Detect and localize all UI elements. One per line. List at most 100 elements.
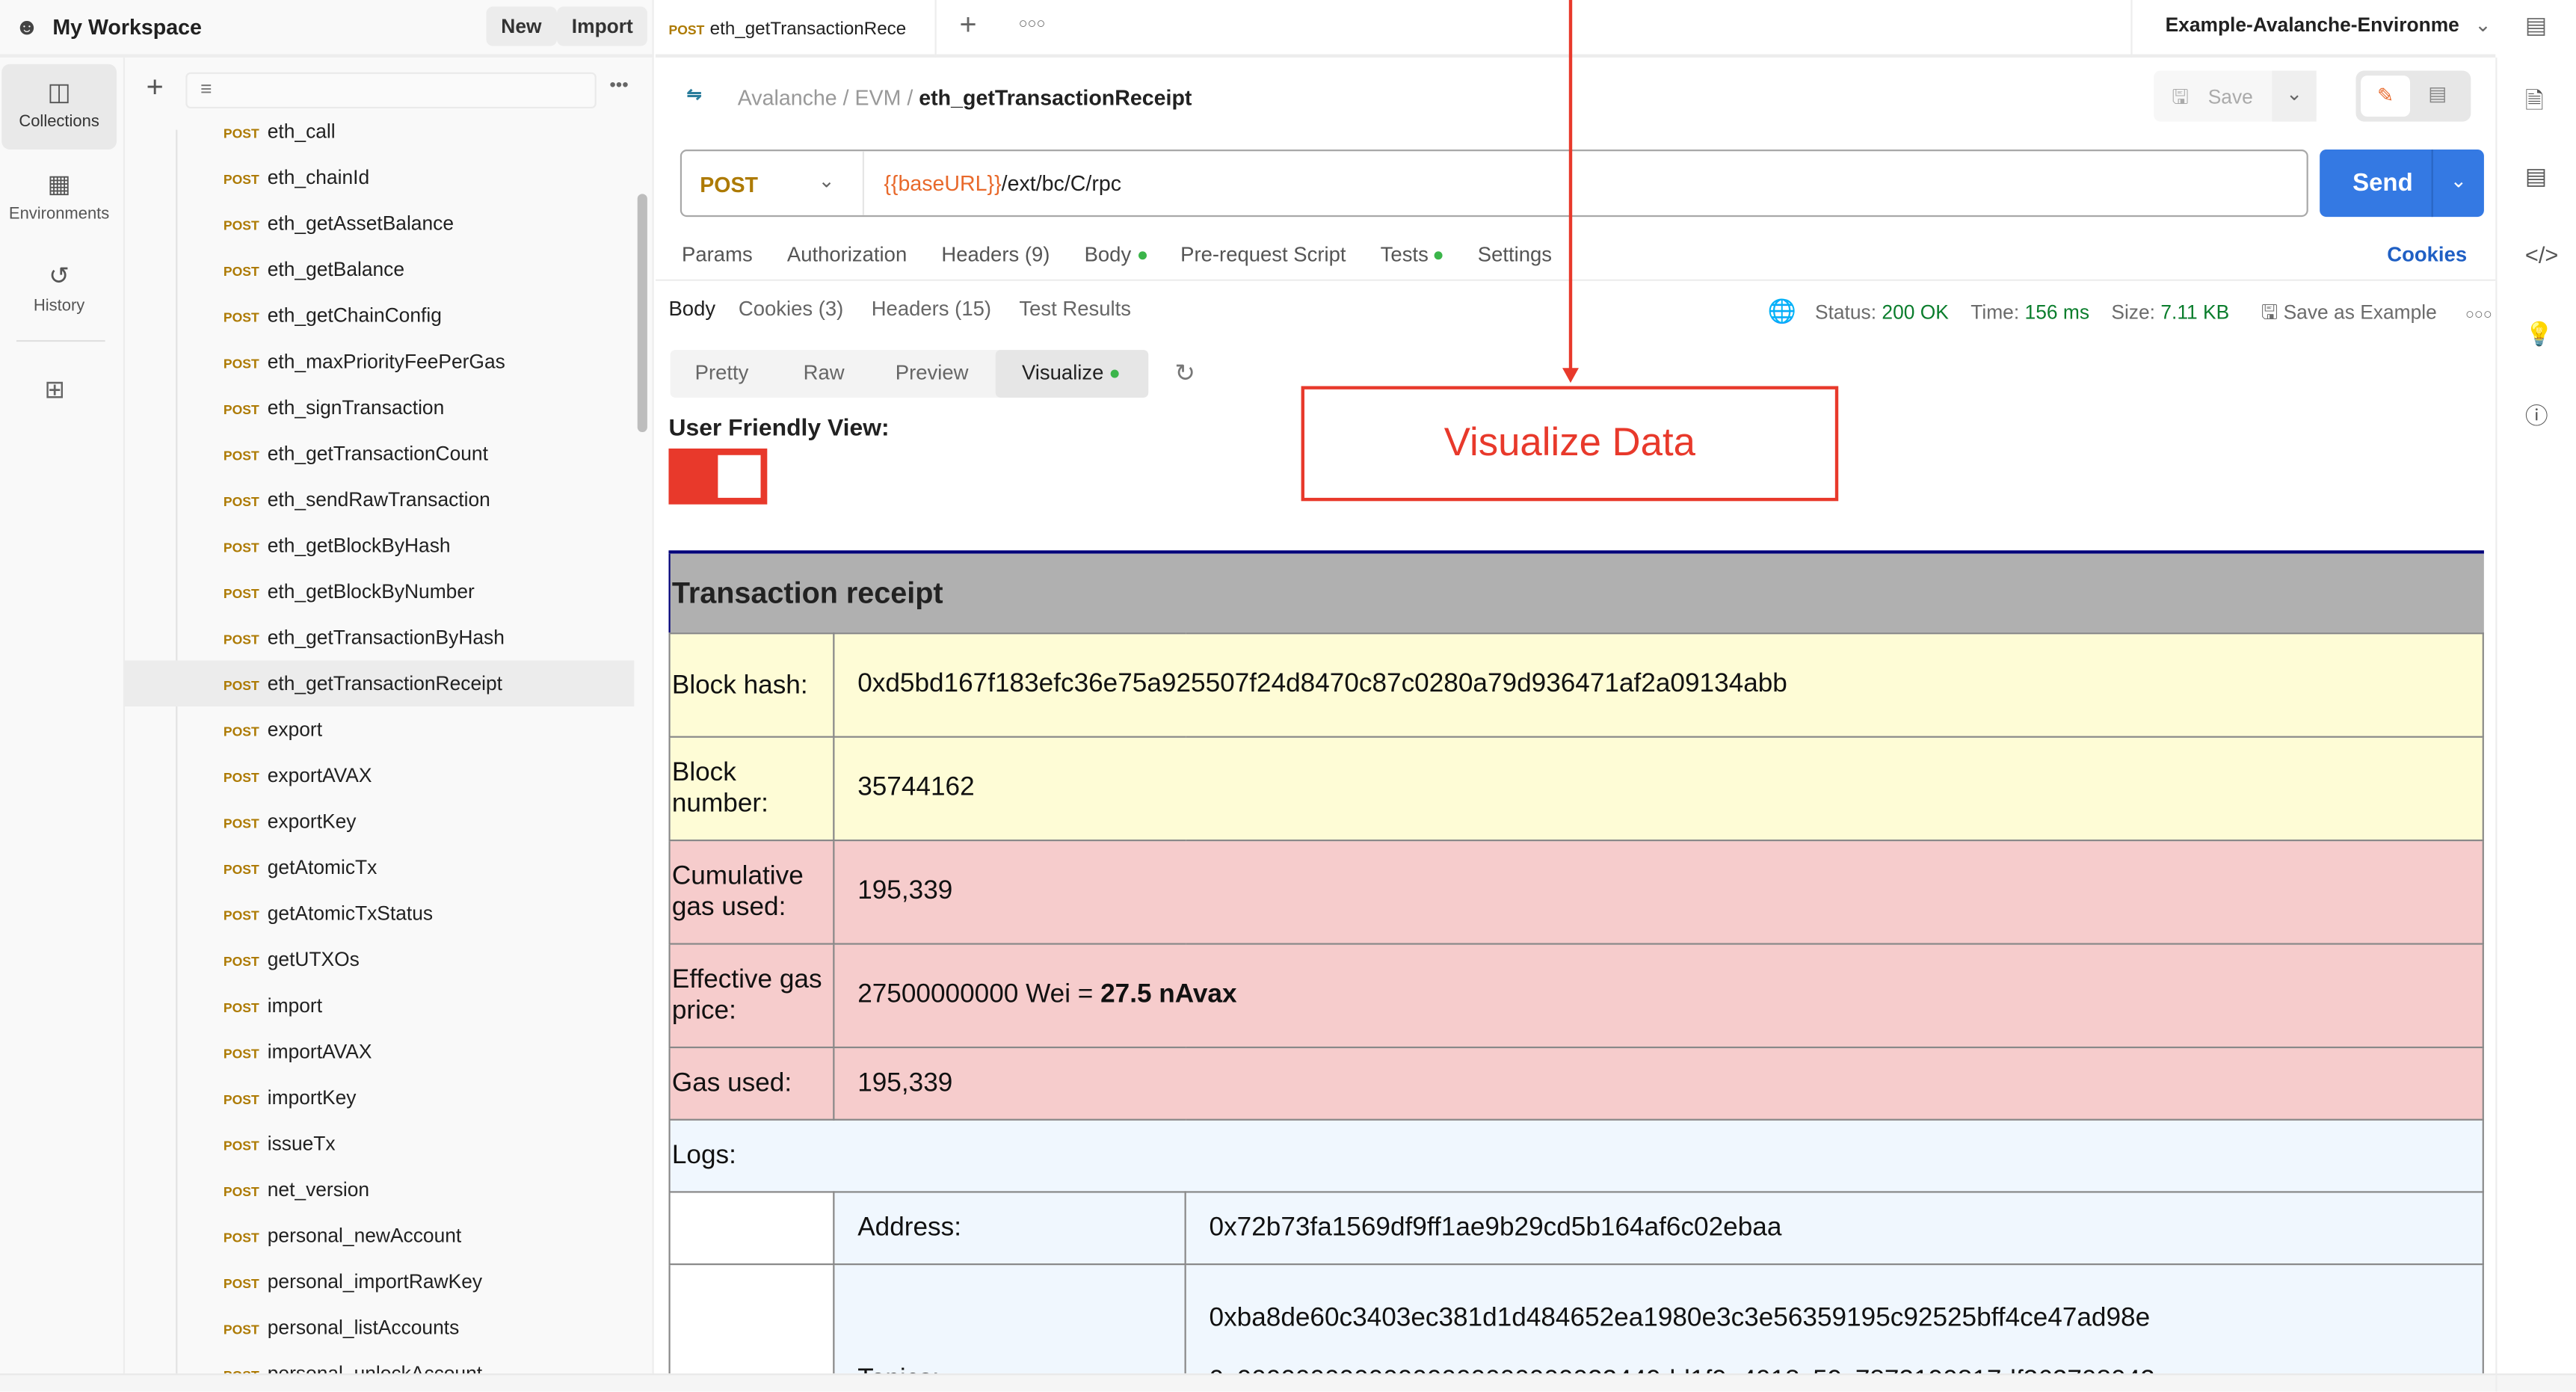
request-name: eth_getAssetBalance [267,212,455,235]
view-pretty[interactable]: Pretty [694,361,749,385]
breadcrumb-item[interactable]: Avalanche [737,85,837,111]
size-value[interactable]: 7.11 KB [2160,301,2230,324]
new-button[interactable]: New [486,6,557,46]
rail-history[interactable]: ↺ History [1,248,117,333]
import-button[interactable]: Import [557,6,648,46]
rail-environments[interactable]: ▦ Environments [1,156,117,241]
request-name[interactable]: eth_getTransactionReceipt [919,85,1192,111]
sidebar-item-import[interactable]: POST import [125,982,634,1029]
tab-authorization[interactable]: Authorization [786,243,908,267]
filter-input[interactable]: ≡ [185,72,597,109]
info-icon[interactable]: ⓘ [2524,402,2548,429]
comments-icon[interactable]: ▤ [2524,162,2547,189]
tab-request[interactable]: POST eth_getTransactionRece [656,0,937,58]
more-icon[interactable]: ○○○ [2465,305,2492,322]
sidebar-item-eth_getTransactionByHash[interactable]: POST eth_getTransactionByHash [125,615,634,661]
tab-params[interactable]: Params [682,243,753,267]
rail-collections[interactable]: ◫ Collections [1,64,117,150]
user-icon: ☻ [14,13,40,40]
send-dropdown-icon[interactable]: ⌄ [2431,149,2484,218]
sidebar-item-issueTx[interactable]: POST issueTx [125,1121,634,1167]
rail-label: History [33,297,85,315]
tab-response-body[interactable]: Body [668,297,716,321]
sidebar-item-exportKey[interactable]: POST exportKey [125,798,634,845]
sidebar-item-importAVAX[interactable]: POST importAVAX [125,1029,634,1075]
request-name: eth_getBlockByHash [267,534,451,558]
network-icon[interactable]: 🌐 [1767,297,1797,324]
view-raw[interactable]: Raw [803,361,845,385]
status-value[interactable]: 200 OK [1882,301,1949,324]
sidebar-item-eth_getBlockByNumber[interactable]: POST eth_getBlockByNumber [125,568,634,615]
view-preview[interactable]: Preview [895,361,969,385]
sidebar-item-net_version[interactable]: POST net_version [125,1166,634,1213]
save-button[interactable]: 🖫 Save ⌄ [2154,70,2317,122]
comment-icon[interactable]: ▤ [2428,81,2447,105]
url-input[interactable]: {{baseURL}}/ext/bc/C/rpc [884,171,1121,196]
sidebar-item-personal_importRawKey[interactable]: POST personal_importRawKey [125,1258,634,1305]
view-visualize[interactable]: Visualize [995,350,1149,398]
more-icon[interactable]: ••• [609,76,629,96]
environments-icon: ▦ [47,170,71,199]
edit-icon[interactable]: ✎ [2361,76,2411,117]
tab-tests[interactable]: Tests [1381,243,1443,266]
lightbulb-icon[interactable]: 💡 [2524,320,2554,347]
sidebar-item-personal_listAccounts[interactable]: POST personal_listAccounts [125,1305,634,1351]
value-text: 27500000000 Wei = [857,981,1101,1009]
user-friendly-toggle[interactable] [668,448,768,505]
refresh-icon[interactable]: ↻ [1174,360,1195,388]
sidebar-item-personal_newAccount[interactable]: POST personal_newAccount [125,1213,634,1259]
request-name: eth_getTransactionCount [267,442,488,465]
topic-value: 0xba8de60c3403ec381d1d484652ea1980e3c3e5… [1209,1304,2151,1333]
save-example-button[interactable]: 🖫 Save as Example [2261,301,2437,324]
add-icon[interactable]: + [146,70,164,104]
environment-select[interactable]: Example-Avalanche-Environme ⌄ [2130,0,2495,58]
sidebar-item-export[interactable]: POST export [125,706,634,753]
tab-response-headers[interactable]: Headers (15) [871,297,992,321]
sidebar-item-eth_sendRawTransaction[interactable]: POST eth_sendRawTransaction [125,476,634,523]
code-icon[interactable]: </> [2524,241,2559,268]
sidebar-item-eth_getTransactionReceipt[interactable]: POST eth_getTransactionReceipt [125,660,635,707]
sidebar-item-eth_getBlockByHash[interactable]: POST eth_getBlockByHash [125,523,634,569]
new-tab-icon[interactable]: + [959,7,977,41]
workspace-title[interactable]: My Workspace [52,14,202,40]
tab-headers[interactable]: Headers (9) [941,243,1050,266]
request-name: eth_chainId [267,165,370,189]
sidebar-item-eth_chainId[interactable]: POST eth_chainId [125,155,634,201]
tab-test-results[interactable]: Test Results [1019,297,1132,321]
chevron-down-icon: ⌄ [818,169,835,193]
address-label: Address: [833,1191,1186,1266]
cookies-link[interactable]: Cookies [2387,243,2468,267]
send-button[interactable]: Send ⌄ [2320,149,2484,218]
request-name: issueTx [267,1132,336,1155]
sidebar-item-eth_maxPriorityFeePerGas[interactable]: POST eth_maxPriorityFeePerGas [125,339,634,385]
configure-workbench-icon[interactable]: ⊞ [44,376,65,404]
sidebar-item-getAtomicTx[interactable]: POST getAtomicTx [125,845,634,891]
request-tabs: Params Authorization Headers (9) Body Pre-re… [682,243,1552,266]
status-dot [1435,251,1443,260]
sidebar-item-getUTXOs[interactable]: POST getUTXOs [125,937,634,983]
time-value[interactable]: 156 ms [2024,301,2090,324]
sidebar-item-eth_call[interactable]: POST eth_call [125,108,634,155]
tab-response-cookies[interactable]: Cookies (3) [739,298,843,321]
tab-settings[interactable]: Settings [1477,243,1553,267]
tab-body[interactable]: Body [1085,243,1146,266]
sidebar-item-importKey[interactable]: POST importKey [125,1074,634,1121]
environment-quicklook-icon[interactable]: ▤ [2524,11,2547,38]
sidebar-item-eth_getBalance[interactable]: POST eth_getBalance [125,247,634,293]
sidebar-item-exportAVAX[interactable]: POST exportAVAX [125,753,634,799]
sidebar-item-eth_signTransaction[interactable]: POST eth_signTransaction [125,384,634,431]
method-select[interactable]: POST ⌄ [682,151,864,215]
sidebar-item-eth_getAssetBalance[interactable]: POST eth_getAssetBalance [125,200,634,247]
tab-pre-request-script[interactable]: Pre-request Script [1180,243,1346,267]
sidebar-item-eth_getChainConfig[interactable]: POST eth_getChainConfig [125,292,634,339]
save-dropdown[interactable]: ⌄ [2272,70,2317,122]
row-label: Effective gas price: [668,943,835,1049]
breadcrumb-item[interactable]: EVM [854,85,902,111]
value-text: 35744162 [857,774,975,802]
method-badge: POST [223,356,259,372]
scrollbar[interactable] [637,194,647,432]
sidebar-item-eth_getTransactionCount[interactable]: POST eth_getTransactionCount [125,431,634,477]
documentation-icon[interactable]: 🗎 [2524,87,2544,114]
tab-more-icon[interactable]: ○○○ [1018,14,1046,31]
sidebar-item-getAtomicTxStatus[interactable]: POST getAtomicTxStatus [125,890,634,937]
